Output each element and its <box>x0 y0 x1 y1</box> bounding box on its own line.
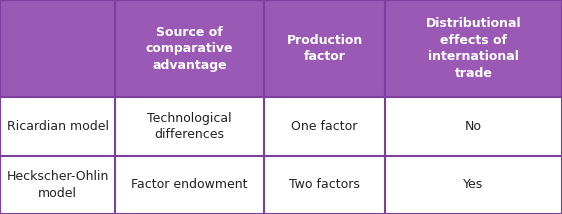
Text: Production
factor: Production factor <box>287 34 362 63</box>
Bar <box>385 97 562 156</box>
Bar <box>385 0 562 97</box>
Bar <box>115 97 264 156</box>
Text: Factor endowment: Factor endowment <box>132 178 248 191</box>
Text: Source of
comparative
advantage: Source of comparative advantage <box>146 26 233 72</box>
Bar <box>264 0 385 97</box>
Bar <box>115 0 264 97</box>
Bar <box>0 97 115 156</box>
Text: Two factors: Two factors <box>289 178 360 191</box>
Text: Distributional
effects of
international
trade: Distributional effects of international … <box>425 17 522 80</box>
Bar <box>264 156 385 214</box>
Bar <box>385 156 562 214</box>
Text: Technological
differences: Technological differences <box>147 112 232 141</box>
Text: Ricardian model: Ricardian model <box>7 120 108 133</box>
Text: Yes: Yes <box>463 178 484 191</box>
Text: Heckscher-Ohlin
model: Heckscher-Ohlin model <box>6 170 109 200</box>
Text: No: No <box>465 120 482 133</box>
Bar <box>0 0 115 97</box>
Text: One factor: One factor <box>291 120 358 133</box>
Bar <box>0 156 115 214</box>
Bar <box>264 97 385 156</box>
Bar <box>115 156 264 214</box>
